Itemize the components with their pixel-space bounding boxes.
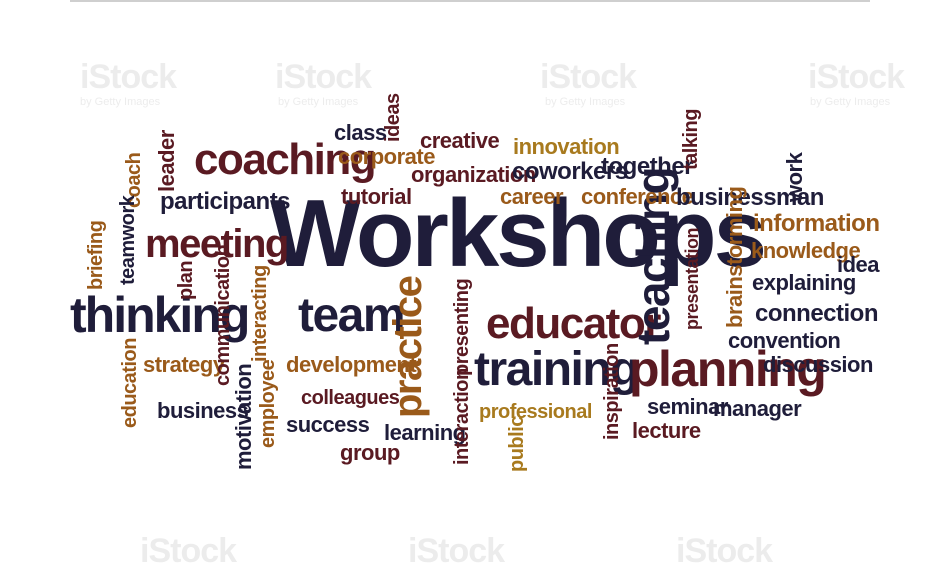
watermark-logo: iStock	[140, 532, 237, 570]
word-coworkers: coworkers	[512, 158, 628, 185]
watermark-logo: iStock	[808, 58, 905, 96]
word-idea: idea	[837, 252, 880, 277]
word-connection: connection	[755, 300, 879, 327]
watermark-byline: by Getty Images	[278, 96, 359, 108]
word-educator: educator	[486, 299, 661, 348]
word-conference: conference	[581, 184, 694, 209]
word-planning: planning	[629, 341, 827, 397]
word-ideas: ideas	[382, 93, 404, 142]
word-coaching: coaching	[194, 135, 377, 184]
word-group: group	[340, 440, 400, 465]
word-lecture: lecture	[632, 418, 701, 443]
word-briefing: briefing	[85, 220, 107, 290]
word-motivation: motivation	[231, 363, 256, 470]
word-participants: participants	[160, 188, 291, 215]
word-innovation: innovation	[513, 134, 620, 159]
word-knowledge: knowledge	[751, 238, 861, 263]
word-tutorial: tutorial	[341, 184, 412, 209]
word-creative: creative	[420, 128, 500, 153]
word-professional: professional	[479, 401, 592, 423]
word-brainstorming: brainstorming	[722, 186, 747, 328]
watermark-logo: iStock	[540, 58, 637, 96]
word-career: career	[500, 184, 564, 209]
watermark-byline: by Getty Images	[80, 96, 161, 108]
watermark-byline: by Getty Images	[810, 96, 891, 108]
word-leader: leader	[154, 130, 179, 192]
word-manager: manager	[713, 396, 802, 421]
word-colleagues: colleagues	[301, 387, 400, 409]
top-border-line	[70, 0, 870, 2]
word-teamwork: teamwork	[117, 195, 139, 285]
word-workshops: Workshops	[270, 180, 767, 287]
word-education: education	[119, 338, 141, 428]
word-seminar: seminar	[647, 394, 728, 419]
word-employee: employee	[257, 359, 279, 448]
word-class: class	[334, 120, 387, 145]
watermark-logo: iStock	[275, 58, 372, 96]
watermark-logo: iStock	[408, 532, 505, 570]
word-information: information	[753, 210, 880, 237]
word-learning: learning	[384, 420, 466, 445]
word-thinking: thinking	[70, 287, 250, 343]
word-convention: convention	[728, 328, 841, 353]
word-explaining: explaining	[752, 270, 856, 295]
word-work: work	[782, 152, 807, 202]
word-success: success	[286, 412, 370, 437]
word-presenting: presenting	[451, 278, 473, 376]
watermark-logo: iStock	[676, 532, 773, 570]
word-interaction: interaction	[451, 368, 473, 465]
word-corporate: corporate	[338, 144, 435, 169]
word-strategy: strategy	[143, 352, 225, 377]
word-business: business	[157, 398, 249, 423]
watermark-byline: by Getty Images	[545, 96, 626, 108]
word-development: development	[286, 352, 417, 377]
word-team: team	[298, 289, 406, 342]
word-organization: organization	[411, 162, 536, 187]
word-interacting: interacting	[249, 265, 271, 362]
word-businessman: businessman	[676, 184, 824, 211]
word-talking: talking	[680, 109, 702, 170]
word-inspiration: inspiration	[601, 343, 623, 440]
word-public: public	[506, 416, 528, 472]
word-presentation: presentation	[682, 227, 702, 330]
word-discussion: discussion	[763, 352, 873, 377]
word-communication: communication	[212, 244, 234, 386]
watermark-logo: iStock	[80, 58, 177, 96]
word-meeting: meeting	[145, 222, 289, 266]
word-training: training	[474, 343, 640, 396]
word-plan: plan	[175, 260, 197, 300]
word-together: together	[601, 153, 694, 180]
